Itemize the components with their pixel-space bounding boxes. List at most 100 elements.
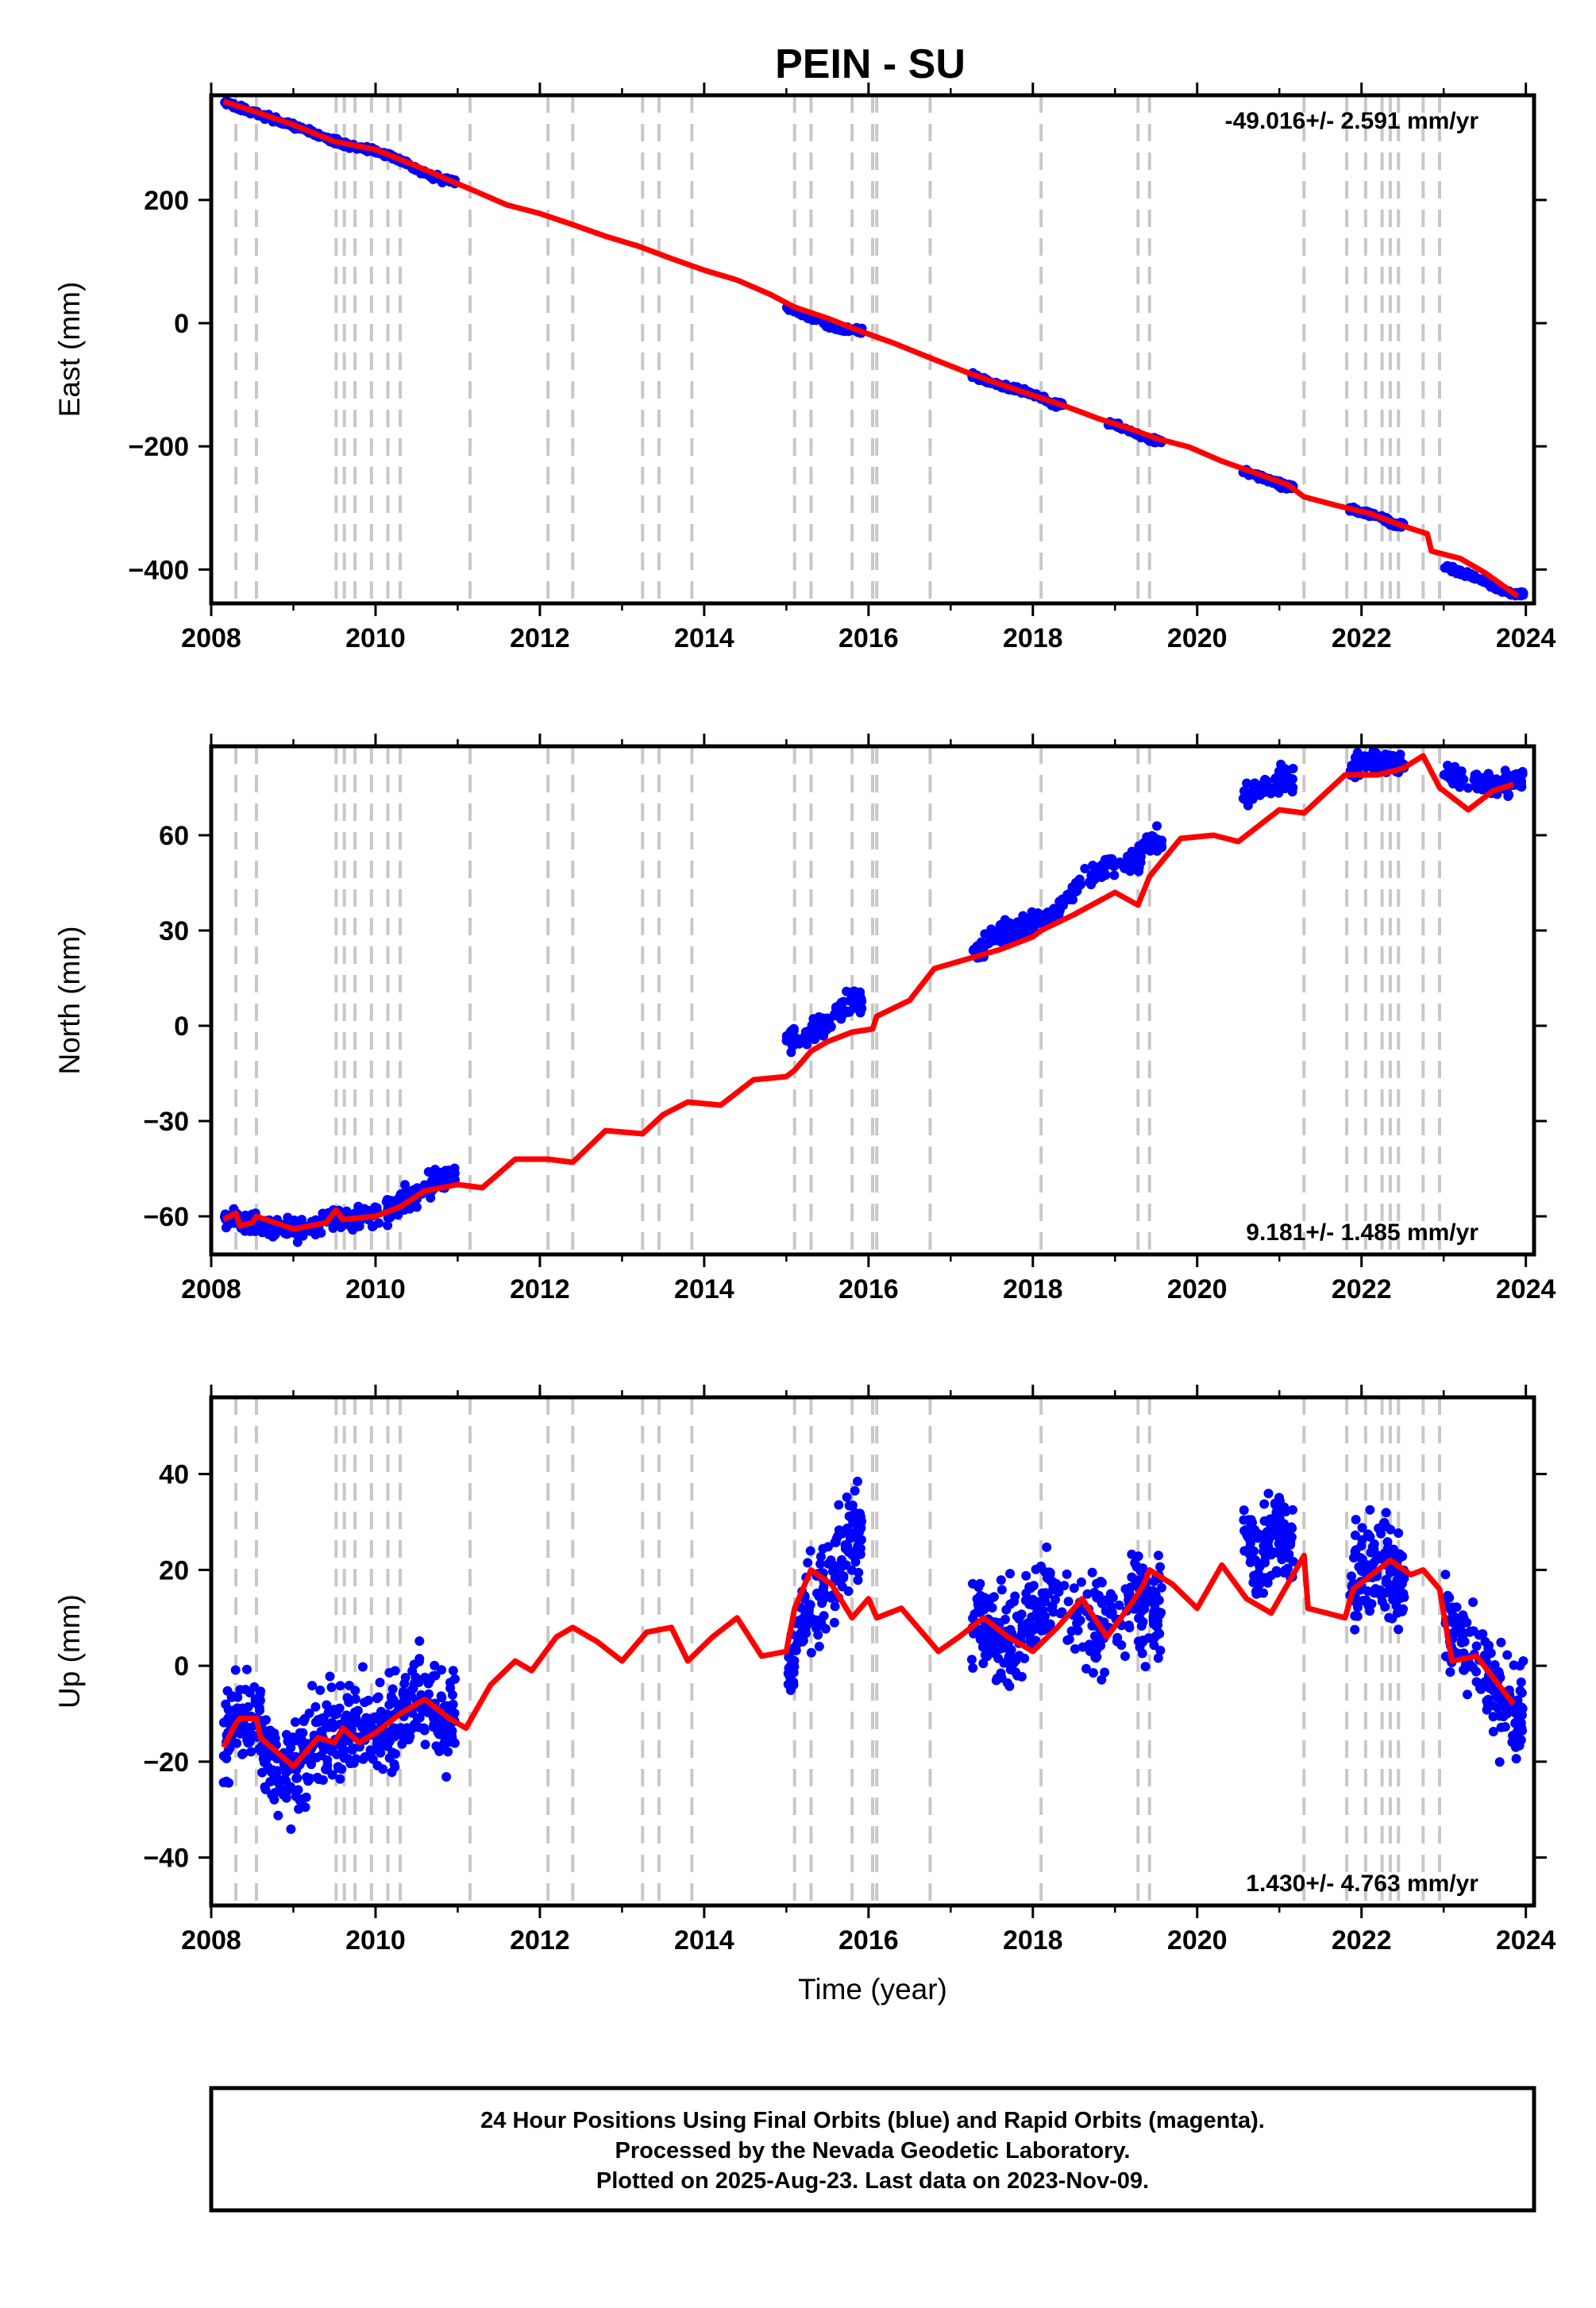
up-data-point — [1051, 1585, 1062, 1595]
up-data-point — [1384, 1613, 1394, 1623]
up-data-point — [1105, 1605, 1116, 1616]
up-data-point — [815, 1551, 826, 1562]
north-data-point — [1110, 857, 1120, 868]
up-data-point — [1100, 1667, 1110, 1678]
up-data-point — [1108, 1593, 1118, 1603]
up-data-point — [397, 1731, 407, 1741]
up-data-point — [1391, 1593, 1401, 1604]
up-data-point — [1463, 1662, 1474, 1672]
up-data-point — [293, 1785, 303, 1795]
up-data-point — [1051, 1594, 1060, 1605]
north-frame — [209, 744, 1536, 1257]
up-data-point — [837, 1582, 847, 1592]
up-data-point — [1124, 1623, 1135, 1632]
up-data-point — [813, 1630, 823, 1640]
up-data-point — [1047, 1603, 1057, 1613]
up-data-point — [1260, 1573, 1270, 1583]
north-y-tick-label: 0 — [174, 1011, 189, 1042]
up-data-point — [1257, 1532, 1267, 1542]
north-data-point — [265, 1223, 276, 1233]
up-data-point — [265, 1725, 276, 1736]
north-data-point — [818, 1013, 828, 1023]
up-data-point — [397, 1739, 407, 1749]
up-data-point — [784, 1679, 794, 1690]
north-x-tick-label: 2012 — [510, 1274, 570, 1304]
up-y-tick-label: 20 — [159, 1555, 189, 1586]
east-panel: 2008 2010 2012 2014 2016 2018 2020 2022 2024 −400… — [53, 83, 1556, 653]
up-data-point — [281, 1775, 291, 1786]
up-data-point — [412, 1713, 422, 1724]
up-data-point — [302, 1772, 312, 1782]
up-data-point — [241, 1685, 251, 1694]
up-data-point — [798, 1636, 808, 1646]
up-data-point — [1087, 1567, 1097, 1578]
up-data-point — [1055, 1609, 1066, 1619]
up-data-point — [966, 1655, 977, 1665]
up-data-point — [1380, 1601, 1390, 1612]
up-data-point — [1044, 1567, 1054, 1578]
up-data-point — [1457, 1627, 1467, 1637]
up-data-point — [1138, 1616, 1148, 1627]
up-data-point — [1494, 1757, 1505, 1767]
up-data-point — [1039, 1589, 1050, 1599]
up-data-point — [1354, 1562, 1364, 1572]
footer-line-2: Processed by the Nevada Geodetic Laborat… — [615, 2138, 1131, 2164]
up-data-point — [1357, 1535, 1367, 1545]
up-data-point — [1440, 1570, 1451, 1580]
north-data-point — [328, 1223, 338, 1233]
up-data-point — [1070, 1643, 1080, 1654]
east-y-tick-label: −400 — [128, 555, 189, 585]
up-data-point — [838, 1571, 849, 1582]
up-data-point — [335, 1774, 345, 1784]
up-data-point — [270, 1733, 280, 1744]
up-data-point — [823, 1542, 833, 1552]
north-data-point — [1087, 869, 1097, 880]
up-data-point — [237, 1749, 247, 1759]
up-data-point — [1002, 1678, 1012, 1688]
east-plot-area — [220, 95, 1529, 603]
up-data-point — [1350, 1530, 1360, 1540]
up-data-point — [1024, 1599, 1035, 1609]
north-y-tick-label: 30 — [159, 916, 189, 946]
north-data-point — [1288, 783, 1298, 792]
north-y-tick-label: −30 — [143, 1107, 189, 1137]
up-data-point — [437, 1720, 447, 1730]
up-data-point — [1263, 1489, 1274, 1499]
north-data-point — [999, 926, 1009, 936]
north-data-point — [1120, 863, 1130, 873]
north-data-point — [984, 938, 994, 949]
up-x-tick-label: 2018 — [1003, 1925, 1063, 1955]
up-data-point — [1116, 1640, 1127, 1650]
up-data-point — [322, 1700, 332, 1710]
up-data-point — [399, 1678, 410, 1689]
up-data-point — [1155, 1645, 1166, 1655]
up-data-point — [814, 1641, 824, 1651]
up-data-point — [402, 1693, 412, 1702]
up-data-point — [1138, 1563, 1148, 1574]
up-data-point — [975, 1578, 985, 1589]
up-data-point — [1091, 1633, 1101, 1643]
up-data-point — [372, 1735, 383, 1745]
up-data-point — [1156, 1582, 1166, 1593]
footer-line-3: Plotted on 2025-Aug-23. Last data on 202… — [596, 2168, 1149, 2194]
up-data-point — [1154, 1595, 1164, 1605]
up-data-point — [304, 1708, 314, 1718]
north-x-tick-label: 2016 — [838, 1274, 899, 1304]
up-data-point — [307, 1681, 318, 1691]
up-data-point — [270, 1788, 280, 1798]
north-data-point — [336, 1223, 346, 1232]
up-data-point — [1245, 1543, 1255, 1553]
up-x-tick-label: 2022 — [1332, 1925, 1392, 1955]
up-data-point — [1369, 1588, 1379, 1598]
north-data-point — [1071, 877, 1081, 888]
up-data-point — [290, 1717, 300, 1727]
north-x-tick-label: 2010 — [345, 1274, 406, 1304]
up-data-point — [1010, 1591, 1020, 1601]
up-data-point — [820, 1624, 831, 1634]
up-rate-annotation: 1.430+/- 4.763 mm/yr — [1246, 1871, 1478, 1897]
up-data-point — [317, 1713, 327, 1724]
north-y-tick-label: 60 — [159, 821, 189, 851]
north-data-point — [221, 1223, 231, 1233]
